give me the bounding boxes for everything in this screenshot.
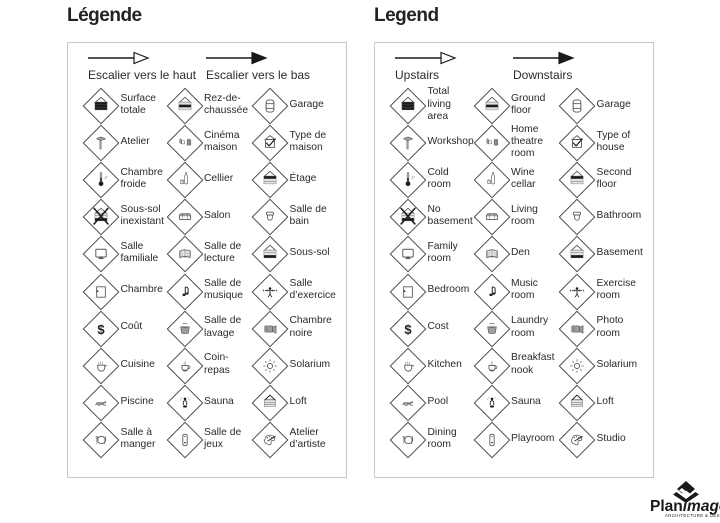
svg-text:$: $ [404, 321, 412, 336]
svg-text:2°: 2° [411, 176, 415, 180]
svg-text:$: $ [97, 321, 105, 336]
svg-text:2°: 2° [104, 176, 108, 180]
